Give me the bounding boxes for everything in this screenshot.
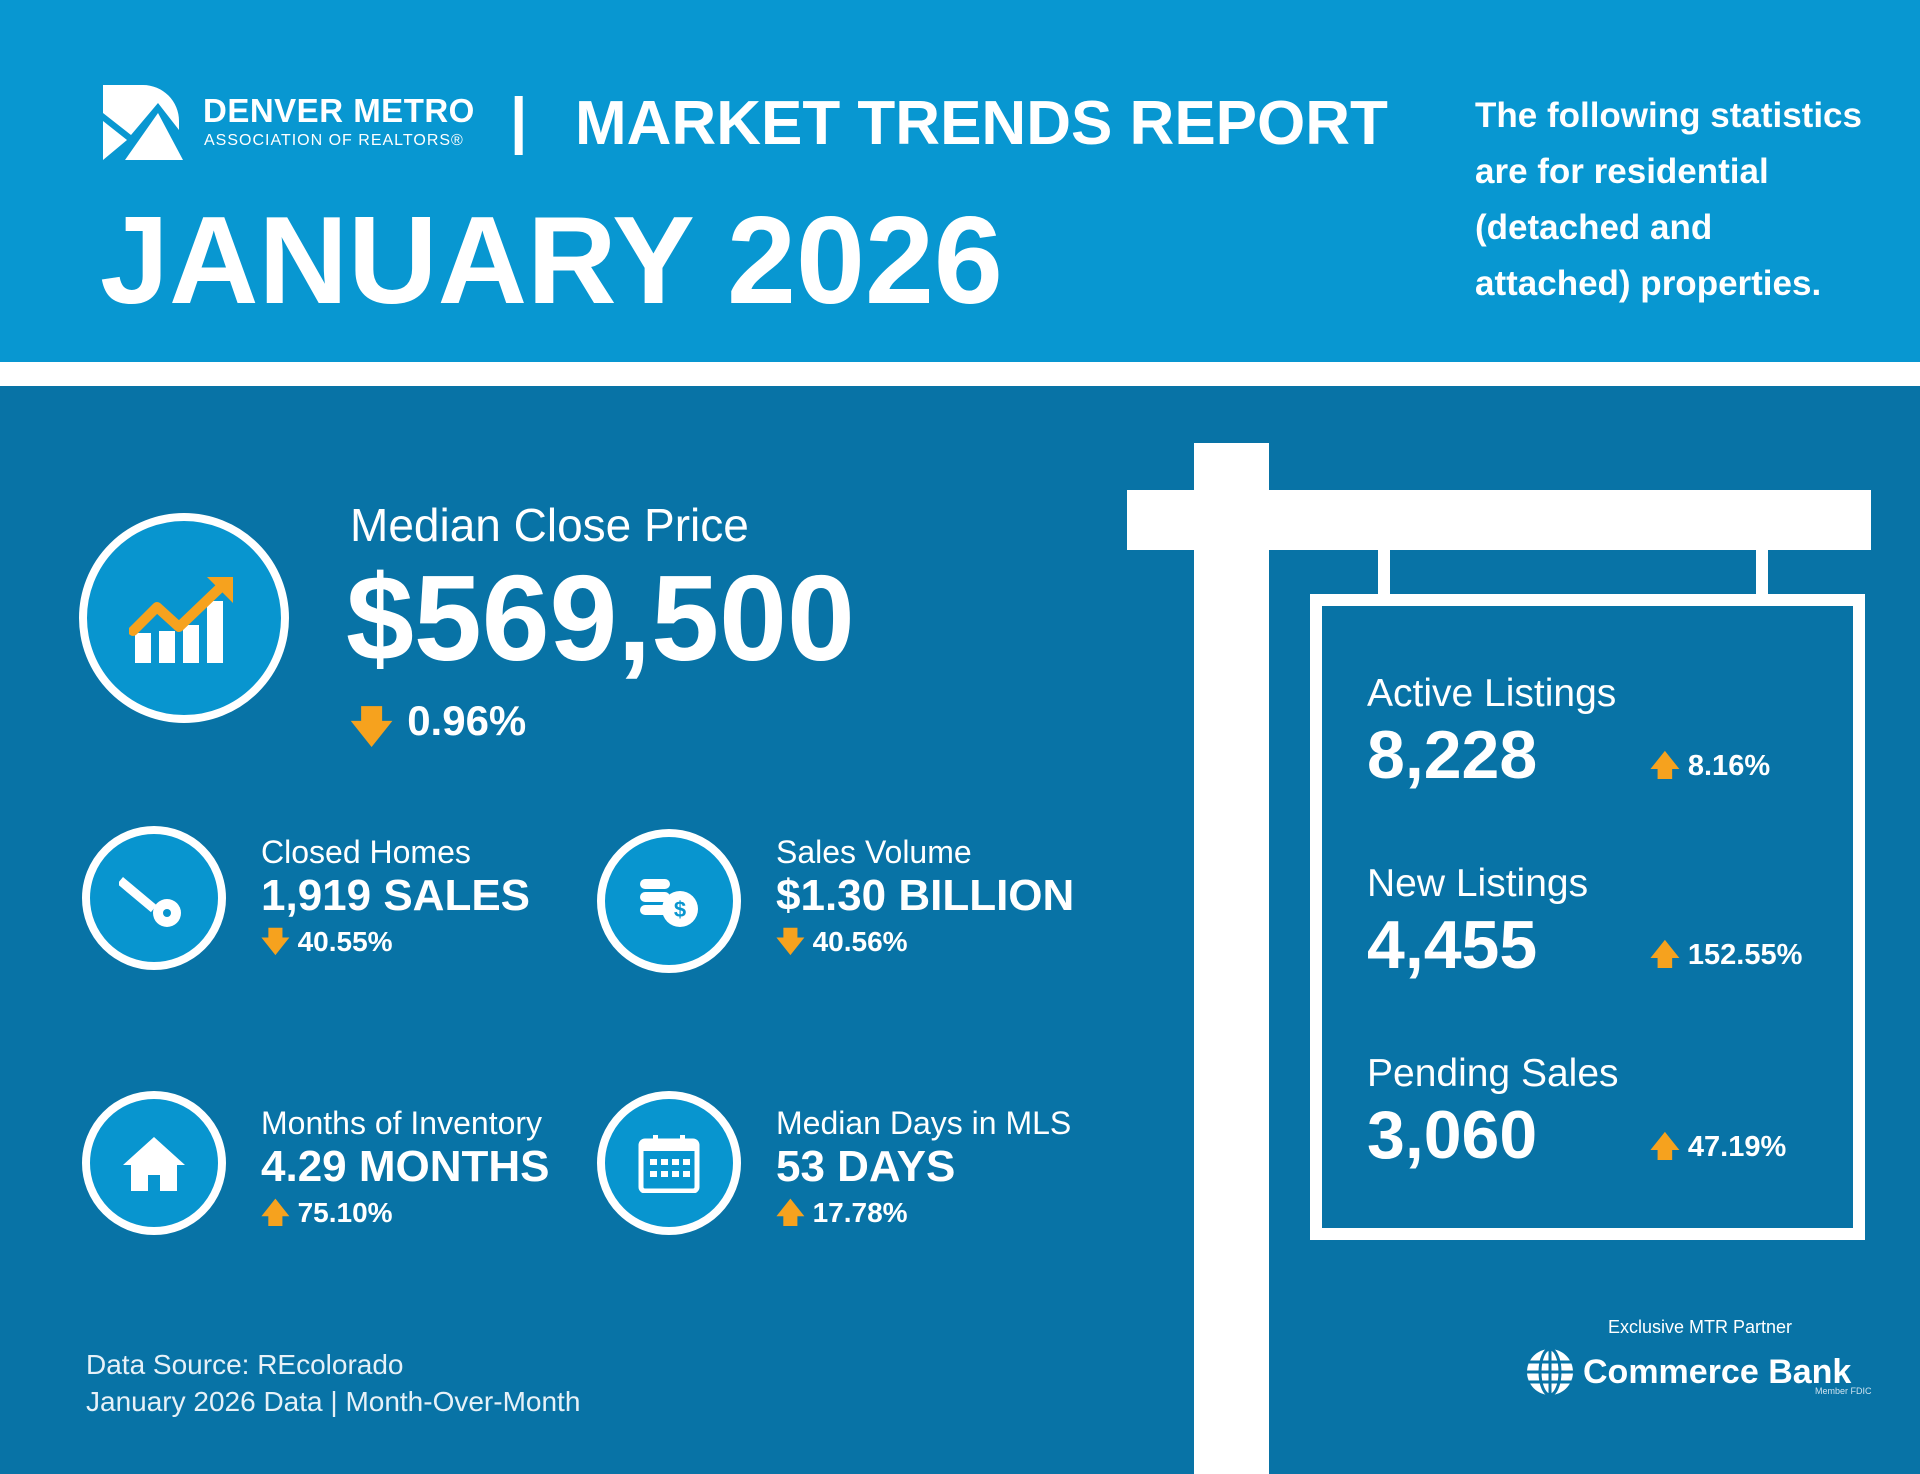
logo-subtitle: ASSOCIATION OF REALTORS® [204, 132, 464, 149]
note-line: The following statistics [1475, 96, 1862, 135]
change-value: 17.78% [812, 1197, 908, 1228]
change-value: 75.10% [297, 1197, 393, 1228]
header-banner: DENVER METRO ASSOCIATION OF REALTORS® | … [0, 0, 1920, 362]
stat-median-days: Median Days in MLS 53 DAYS 🡅 17.78% [776, 1105, 1071, 1240]
median-price-label: Median Close Price [350, 499, 749, 551]
sign-label: New Listings [1367, 862, 1589, 905]
svg-text:$: $ [674, 897, 686, 922]
change-value: 152.55% [1687, 939, 1803, 971]
sign-label: Pending Sales [1367, 1052, 1619, 1095]
change-value: 8.16% [1687, 750, 1771, 782]
arrow-up-icon: 🡅 [776, 1197, 805, 1228]
arrow-down-icon: 🡇 [776, 926, 805, 957]
globe-icon [1527, 1347, 1573, 1397]
sign-crossbar [1127, 490, 1871, 550]
sign-change: 🡅 47.19% [1650, 1126, 1786, 1175]
sign-value: 4,455 [1367, 907, 1538, 983]
data-source-note: Data Source: REcolorado January 2026 Dat… [86, 1346, 580, 1420]
logo-title: DENVER METRO [203, 92, 475, 129]
key-icon [82, 826, 226, 970]
stat-value: $1.30 BILLION [776, 871, 1075, 920]
stat-sales-volume: Sales Volume $1.30 BILLION 🡇 40.56% [776, 834, 1074, 969]
title-separator: | [510, 86, 528, 155]
arrow-down-icon: 🡇 [350, 703, 394, 750]
change-value: 40.56% [812, 926, 908, 957]
note-line: attached) properties. [1475, 264, 1822, 303]
house-icon [82, 1091, 226, 1235]
sign-board [1310, 594, 1865, 1240]
partner-name: Commerce Bank [1583, 1352, 1852, 1391]
median-price-change: 🡇 0.96% [350, 697, 526, 768]
arrow-up-icon: 🡅 [1650, 939, 1680, 971]
sign-hanger [1378, 550, 1390, 594]
member-fdic: Member FDIC [1815, 1386, 1872, 1396]
change-value: 40.55% [297, 926, 393, 957]
sign-new-listings: New Listings 4,455 [1367, 862, 1588, 984]
partner-label: Exclusive MTR Partner [1607, 1317, 1793, 1337]
sign-post [1194, 443, 1269, 1474]
sign-label: Active Listings [1367, 672, 1617, 715]
stat-closed-homes: Closed Homes 1,919 SALES 🡇 40.55% [261, 834, 530, 969]
commerce-bank-logo: Commerce Bank [1525, 1347, 1851, 1397]
note-line: are for residential [1475, 152, 1769, 191]
sign-change: 🡅 8.16% [1650, 745, 1770, 794]
sign-hanger [1756, 550, 1768, 594]
note-line: (detached and [1475, 208, 1713, 247]
sign-value: 8,228 [1367, 717, 1538, 793]
source-text: Data Source: REcolorado [86, 1349, 404, 1380]
report-title: MARKET TRENDS REPORT [575, 89, 1388, 158]
sign-active-listings: Active Listings 8,228 [1367, 672, 1616, 794]
stat-months-inventory: Months of Inventory 4.29 MONTHS 🡅 75.10% [261, 1105, 550, 1240]
stat-value: 1,919 SALES [261, 871, 531, 920]
stat-label: Months of Inventory [261, 1105, 543, 1141]
calendar-icon [597, 1091, 741, 1235]
arrow-up-icon: 🡅 [261, 1197, 290, 1228]
arrow-up-icon: 🡅 [1650, 1131, 1680, 1163]
stat-label: Closed Homes [261, 834, 471, 870]
period-text: January 2026 Data | Month-Over-Month [86, 1386, 581, 1417]
sign-change: 🡅 152.55% [1650, 934, 1802, 983]
change-value: 0.96% [407, 697, 527, 744]
arrow-up-icon: 🡅 [1650, 750, 1680, 782]
change-value: 47.19% [1687, 1131, 1787, 1163]
divider-stripe [0, 362, 1920, 386]
sign-value: 3,060 [1367, 1097, 1538, 1173]
arrow-down-icon: 🡇 [261, 926, 290, 957]
coins-dollar-icon: $ [597, 829, 741, 973]
sign-pending-sales: Pending Sales 3,060 [1367, 1052, 1619, 1174]
stat-value: 4.29 MONTHS [261, 1142, 550, 1191]
report-period: JANUARY 2026 [100, 192, 1003, 330]
scope-note: The following statistics are for residen… [1475, 88, 1862, 312]
stat-label: Median Days in MLS [776, 1105, 1072, 1141]
dmar-logo-icon [103, 85, 183, 160]
stat-label: Sales Volume [776, 834, 972, 870]
median-price-value: $569,500 [346, 550, 855, 686]
stat-value: 53 DAYS [776, 1142, 956, 1191]
rising-chart-icon [79, 513, 289, 723]
